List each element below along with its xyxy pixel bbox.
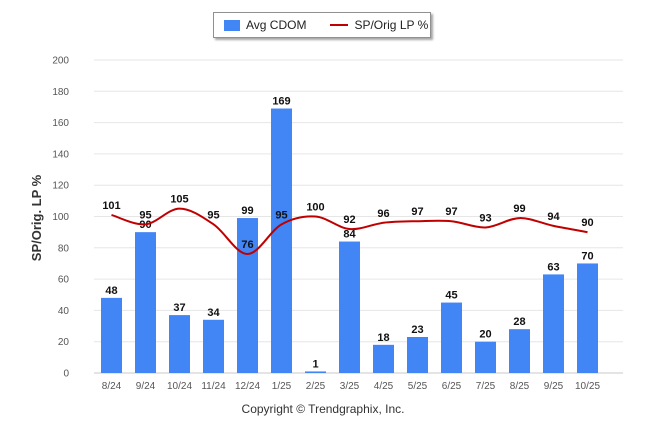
legend-swatch-bar: [224, 19, 240, 31]
x-tick-label-2-25: 2/25: [306, 381, 326, 392]
legend-swatch-line: [330, 24, 349, 26]
line-value-label-8-25: 99: [513, 203, 525, 215]
line-series: [111, 207, 588, 256]
x-tick-label-12-24: 12/24: [235, 381, 260, 392]
x-tick-label-10-25: 10/25: [575, 381, 600, 392]
bar-1-25: [271, 108, 292, 373]
bar-value-label-10-24: 37: [173, 302, 185, 314]
bar-5-25: [407, 337, 428, 373]
bar-10-25: [577, 263, 598, 373]
legend-label-avg-cdom: Avg CDOM: [246, 18, 307, 32]
y-tick-label-20: 20: [58, 337, 70, 348]
bar-value-label-8-25: 28: [513, 316, 525, 328]
bar-3-25: [339, 241, 360, 373]
bar-9-24: [135, 232, 156, 373]
bar-value-label-4-25: 18: [377, 332, 389, 344]
bar-value-label-3-25: 84: [343, 229, 356, 241]
bar-value-label-11-24: 34: [207, 307, 220, 319]
bar-value-label-9-25: 63: [547, 261, 559, 273]
bar-value-label-5-25: 23: [411, 324, 423, 336]
bar-12-24: [237, 218, 258, 373]
line-value-label-8-24: 101: [102, 200, 120, 212]
y-tick-label-120: 120: [52, 181, 69, 192]
y-tick-label-180: 180: [52, 87, 69, 98]
line-value-label-1-25: 95: [275, 209, 287, 221]
line-value-label-7-25: 93: [479, 212, 491, 224]
x-tick-label-10-24: 10/24: [167, 381, 192, 392]
bar-value-label-7-25: 20: [479, 329, 491, 341]
y-tick-label-0: 0: [63, 369, 69, 380]
legend: Avg CDOM SP/Orig LP %: [213, 12, 431, 38]
legend-item-avg-cdom[interactable]: Avg CDOM: [224, 18, 306, 32]
line-value-label-9-25: 94: [547, 211, 560, 223]
x-tick-label-8-24: 8/24: [102, 381, 122, 392]
line-value-label-12-24: 76: [241, 239, 253, 251]
bar-value-label-1-25: 169: [272, 96, 290, 108]
bar-6-25: [441, 302, 462, 373]
line-value-label-11-24: 95: [207, 209, 219, 221]
y-tick-label-40: 40: [58, 306, 70, 317]
bar-9-25: [543, 274, 564, 373]
y-tick-label-60: 60: [58, 275, 70, 286]
y-axis-label: SP/Orig. LP %: [29, 174, 44, 261]
x-tick-label-6-25: 6/25: [442, 381, 462, 392]
copyright-footer: Copyright © Trendgraphix, Inc.: [241, 402, 405, 416]
y-tick-label-100: 100: [52, 212, 69, 223]
y-tick-label-200: 200: [52, 56, 69, 67]
y-axis-ticks: 0 20 40 60 80 100 120 140 160 180 200: [52, 56, 69, 380]
line-value-label-5-25: 97: [411, 206, 423, 218]
line-value-label-4-25: 96: [377, 208, 389, 220]
bar-8-24: [101, 297, 122, 373]
bar-4-25: [373, 344, 394, 373]
line-value-label-10-24: 105: [170, 194, 188, 206]
x-tick-label-5-25: 5/25: [408, 381, 428, 392]
x-tick-label-9-25: 9/25: [544, 381, 564, 392]
bar-2-25: [305, 371, 326, 373]
x-tick-label-7-25: 7/25: [476, 381, 496, 392]
x-tick-label-4-25: 4/25: [374, 381, 394, 392]
x-tick-label-9-24: 9/24: [136, 381, 156, 392]
line-value-label-9-24: 95: [139, 209, 151, 221]
legend-item-sp-orig[interactable]: SP/Orig LP %: [330, 18, 428, 32]
legend-label-sp-orig: SP/Orig LP %: [354, 18, 429, 32]
bar-series: [101, 108, 598, 373]
line-value-label-3-25: 92: [343, 214, 355, 226]
y-tick-label-160: 160: [52, 118, 69, 129]
sp-orig-line: [111, 207, 588, 256]
bar-8-25: [509, 329, 530, 373]
y-tick-label-80: 80: [58, 243, 70, 254]
bar-value-label-6-25: 45: [445, 290, 457, 302]
line-value-label-2-25: 100: [306, 202, 324, 214]
x-tick-label-3-25: 3/25: [340, 381, 360, 392]
bar-11-24: [203, 319, 224, 373]
bar-7-25: [475, 341, 496, 373]
line-value-label-10-25: 90: [581, 217, 593, 229]
line-data-labels: 101 95 105 95 76 95 100 92 96 97 97 93 99 94 90: [102, 194, 593, 251]
x-axis-ticks: 8/24 9/24 10/24 11/24 12/24 1/25 2/25 3/25 4/25 5…: [102, 381, 601, 392]
bar-value-label-12-24: 99: [241, 205, 253, 217]
x-tick-label-11-24: 11/24: [201, 381, 226, 392]
bar-value-label-2-25: 1: [312, 358, 318, 370]
x-tick-label-1-25: 1/25: [272, 381, 292, 392]
x-tick-label-8-25: 8/25: [510, 381, 530, 392]
y-tick-label-140: 140: [52, 149, 69, 160]
bar-10-24: [169, 315, 190, 373]
bar-value-label-8-24: 48: [105, 285, 117, 297]
line-value-label-6-25: 97: [445, 206, 457, 218]
bar-value-label-10-25: 70: [581, 250, 593, 262]
